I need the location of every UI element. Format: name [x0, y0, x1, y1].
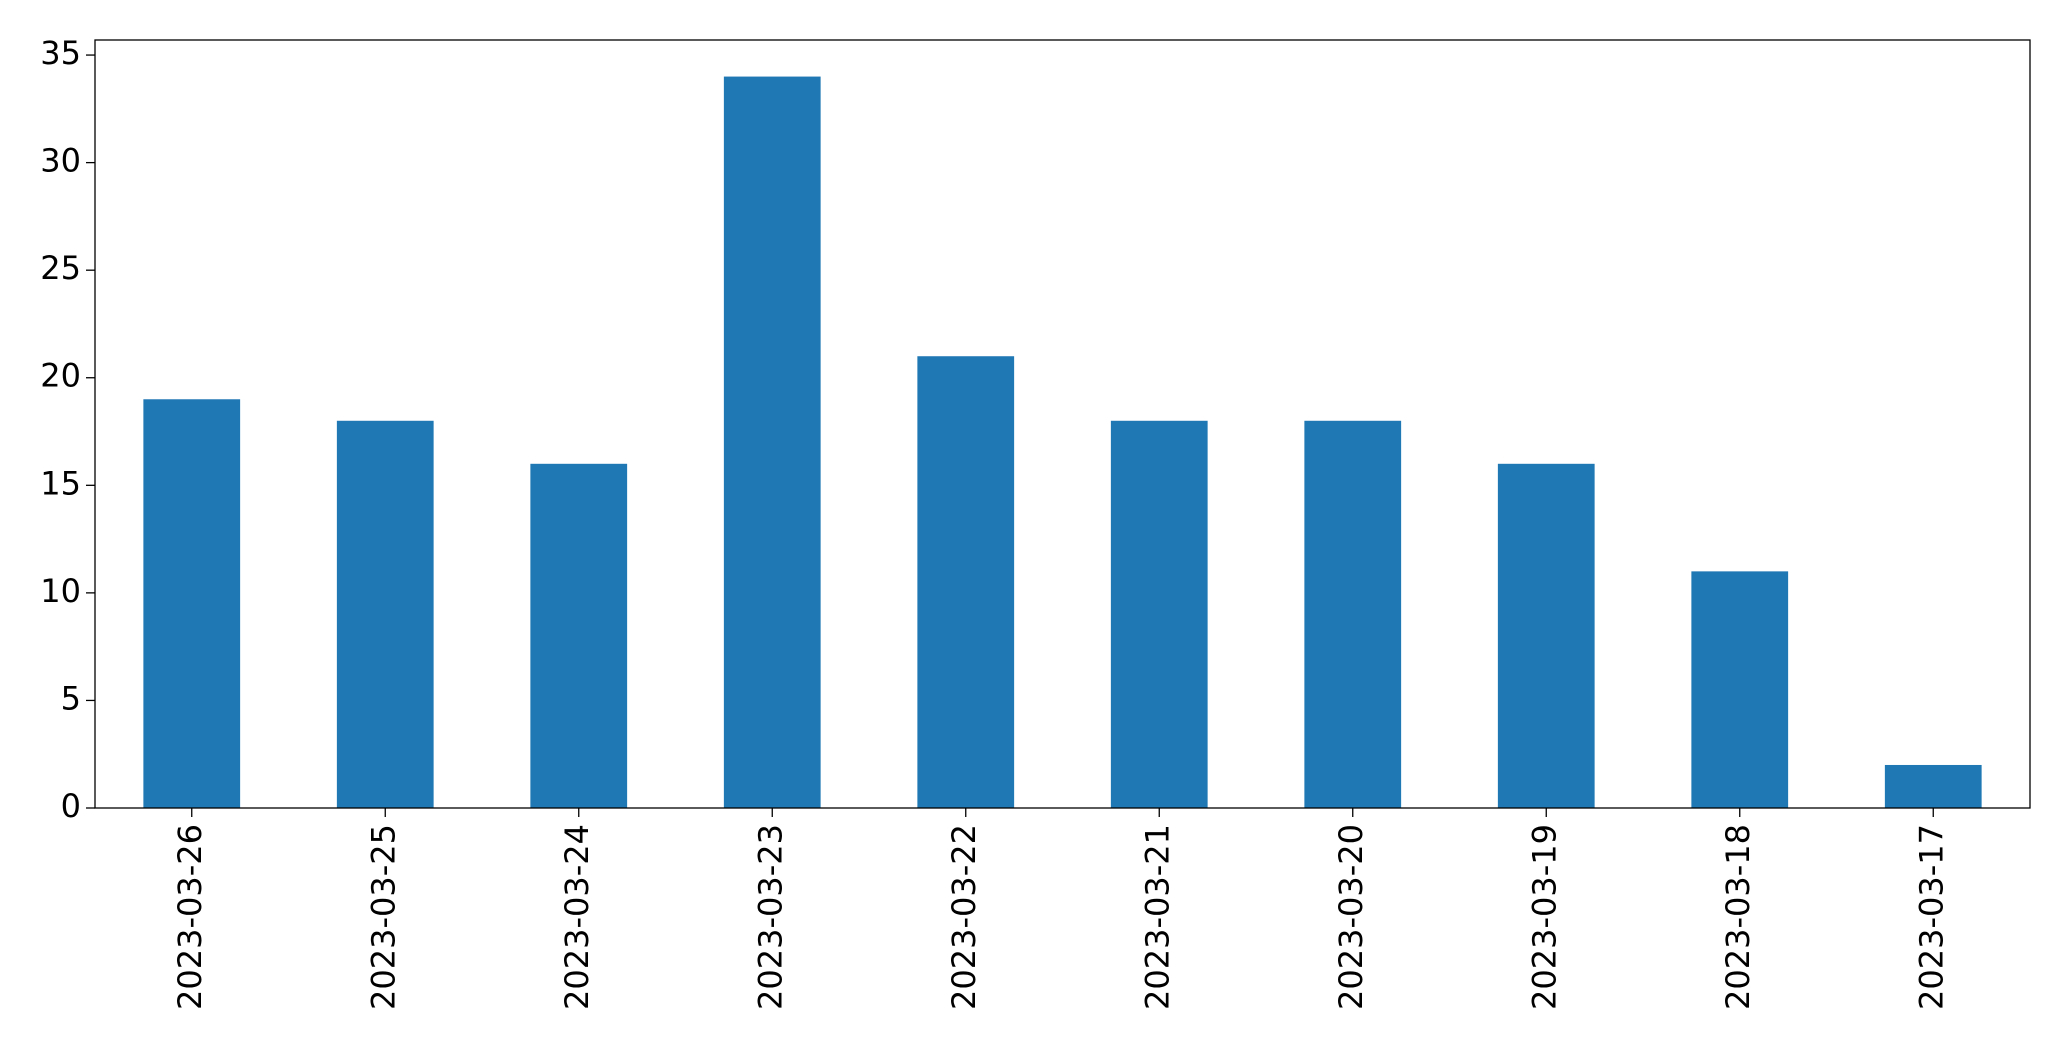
- bar: [723, 76, 821, 809]
- x-tick-label: 2023-03-23: [751, 824, 789, 1010]
- y-tick-label: 35: [40, 34, 81, 72]
- y-tick-label: 0: [61, 787, 81, 825]
- x-tick-label: 2023-03-24: [558, 824, 596, 1010]
- plot-frame: [94, 39, 2031, 809]
- bar: [1497, 463, 1595, 808]
- x-tick-label: 2023-03-26: [171, 824, 209, 1010]
- bar: [917, 356, 1015, 808]
- y-tick-label: 25: [40, 249, 81, 287]
- bar: [1110, 420, 1208, 808]
- bar: [336, 420, 434, 808]
- x-tick-label: 2023-03-19: [1525, 824, 1563, 1010]
- y-tick-label: 20: [40, 357, 81, 395]
- bar: [143, 399, 241, 808]
- x-tick-label: 2023-03-25: [364, 824, 402, 1010]
- y-tick-label: 30: [40, 142, 81, 180]
- bar: [1304, 420, 1402, 808]
- x-tick-label: 2023-03-17: [1912, 824, 1950, 1010]
- x-tick-label: 2023-03-21: [1138, 824, 1176, 1010]
- bar: [1691, 571, 1789, 808]
- bar: [1884, 764, 1982, 808]
- x-tick-label: 2023-03-20: [1332, 824, 1370, 1010]
- bar: [530, 463, 628, 808]
- y-tick-label: 5: [61, 679, 81, 717]
- y-tick-label: 10: [40, 572, 81, 610]
- y-tick-label: 15: [40, 464, 81, 502]
- x-tick-label: 2023-03-22: [945, 824, 983, 1010]
- x-tick-label: 2023-03-18: [1719, 824, 1757, 1010]
